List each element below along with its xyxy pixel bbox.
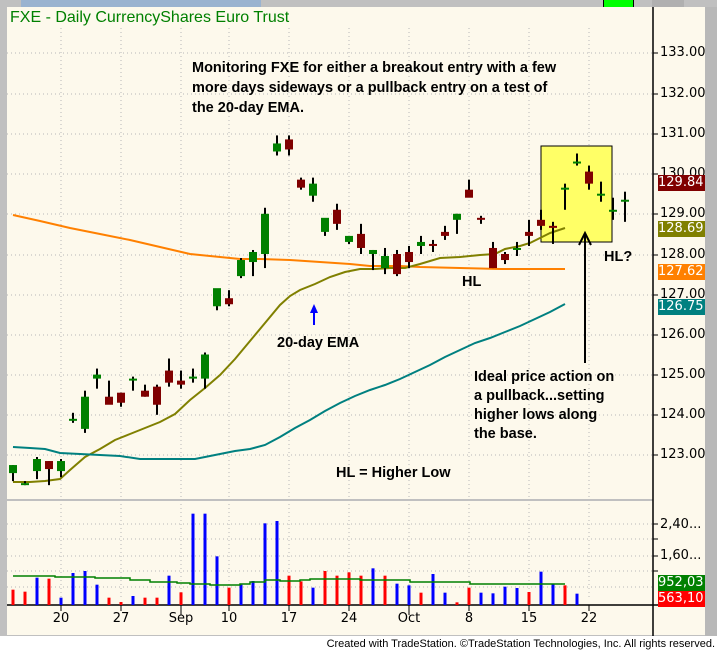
main-note-line-2: more days sideways or a pullback entry o… [192,80,548,96]
ma50-tag: 126.75 [658,299,705,315]
volume-avg-tag: 952,03 [658,575,705,591]
ema20-tag: 128.69 [658,221,705,237]
x-tick: 17 [280,611,298,626]
price-tick: 127.00 [660,287,706,302]
x-tick: 22 [580,611,598,626]
price-tick: 123.00 [660,447,706,462]
ma200-tag: 127.62 [658,264,705,280]
price-tick: 132.00 [660,86,706,101]
price-tick: 133.00 [660,45,706,60]
ideal-note: Ideal price action on a pullback...setti… [474,368,614,444]
ideal-note-line-1: Ideal price action on [474,369,615,385]
candlesticks [9,135,629,486]
x-tick: 15 [520,611,538,626]
ma50-line [12,303,566,460]
main-note: Monitoring FXE for either a breakout ent… [192,58,556,118]
volume-bars [11,513,579,605]
price-tick: 124.00 [660,407,706,422]
x-tick: Oct [397,611,421,626]
right-scrollbar[interactable] [705,7,717,636]
scroll-thumb[interactable] [652,0,684,7]
volume-tick: 1,60... [660,548,702,563]
ideal-note-line-3: higher lows along [474,407,598,423]
main-note-line-3: the 20-day EMA. [192,100,304,116]
x-tick: 8 [464,611,474,626]
volume-tag: 563,10 [658,591,705,607]
price-tick: 129.00 [660,206,706,221]
price-tick: 131.00 [660,126,706,141]
x-tick: 10 [220,611,238,626]
title-bar-accent [21,0,261,7]
status-indicator [603,0,634,7]
ma200-line [12,214,565,270]
price-tick: 126.00 [660,327,706,342]
ideal-note-line-2: a pullback...setting [474,388,605,404]
x-tick: 20 [52,611,70,626]
x-tick: 27 [112,611,130,626]
close-price-tag: 129.84 [658,175,705,191]
price-tick: 125.00 [660,367,706,382]
hl-label: HL [462,274,482,290]
volume-tick: 2,40... [660,517,702,532]
hl-arrow [578,230,592,363]
ema-arrow [310,304,318,325]
ideal-note-line-4: the base. [474,426,537,442]
main-note-line-1: Monitoring FXE for either a breakout ent… [192,60,557,76]
hl-question-label: HL? [604,249,633,265]
hl-legend: HL = Higher Low [336,465,451,481]
price-tick: 128.00 [660,247,706,262]
footer-copyright: Created with TradeStation. ©TradeStation… [326,638,715,650]
chart-title: FXE - Daily CurrencyShares Euro Trust [10,9,290,26]
x-tick: 24 [340,611,358,626]
x-tick: Sep [168,611,194,626]
volume-avg-line [13,575,565,586]
ema-label: 20-day EMA [277,335,360,351]
